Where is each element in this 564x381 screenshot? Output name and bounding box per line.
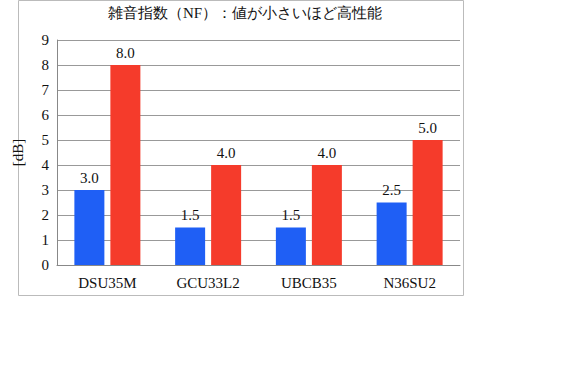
svg-text:4.0: 4.0: [217, 145, 236, 161]
svg-text:0: 0: [42, 257, 50, 273]
svg-text:5.0: 5.0: [418, 120, 437, 136]
svg-text:1.5: 1.5: [181, 207, 200, 223]
svg-text:1.5: 1.5: [282, 207, 301, 223]
svg-text:8: 8: [42, 57, 50, 73]
svg-text:DSU35M: DSU35M: [78, 275, 136, 291]
svg-text:2.5: 2.5: [382, 182, 401, 198]
svg-text:3.0: 3.0: [80, 170, 99, 186]
svg-text:2: 2: [42, 207, 50, 223]
svg-text:1: 1: [42, 232, 50, 248]
svg-text:雑音指数（NF）：値が小さいほど高性能: 雑音指数（NF）：値が小さいほど高性能: [108, 5, 382, 21]
svg-text:4: 4: [42, 157, 50, 173]
svg-text:GCU33L2: GCU33L2: [176, 275, 239, 291]
svg-text:4.0: 4.0: [318, 145, 337, 161]
svg-text:5: 5: [42, 132, 50, 148]
svg-text:[dB]: [dB]: [10, 139, 26, 167]
svg-text:6: 6: [42, 107, 50, 123]
svg-text:N36SU2: N36SU2: [383, 275, 436, 291]
svg-text:8.0: 8.0: [116, 45, 135, 61]
svg-text:UBCB35: UBCB35: [281, 275, 337, 291]
svg-text:3: 3: [42, 182, 50, 198]
svg-text:7: 7: [42, 82, 50, 98]
svg-text:9: 9: [42, 32, 50, 48]
